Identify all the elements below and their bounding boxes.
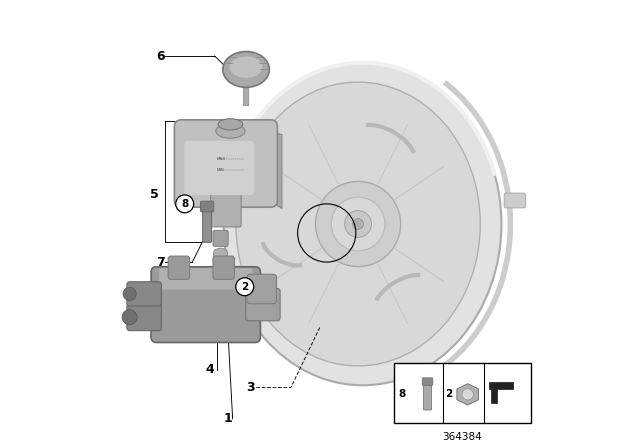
FancyBboxPatch shape <box>213 256 234 280</box>
FancyBboxPatch shape <box>214 253 227 266</box>
FancyBboxPatch shape <box>246 289 280 321</box>
Ellipse shape <box>216 124 245 138</box>
FancyBboxPatch shape <box>247 274 276 304</box>
Ellipse shape <box>236 82 480 366</box>
Ellipse shape <box>218 119 243 130</box>
FancyBboxPatch shape <box>243 87 249 106</box>
Bar <box>394 363 531 423</box>
Circle shape <box>316 181 401 267</box>
Polygon shape <box>457 383 479 405</box>
FancyBboxPatch shape <box>422 378 433 385</box>
Polygon shape <box>264 130 282 209</box>
Text: MAX: MAX <box>217 157 226 161</box>
Text: 1: 1 <box>224 412 232 426</box>
Text: 8: 8 <box>181 199 188 209</box>
Text: MIN: MIN <box>217 168 225 172</box>
Text: 7: 7 <box>157 255 165 269</box>
FancyBboxPatch shape <box>151 267 260 343</box>
FancyBboxPatch shape <box>213 230 228 246</box>
FancyBboxPatch shape <box>200 201 214 212</box>
Circle shape <box>176 195 194 213</box>
FancyBboxPatch shape <box>203 206 212 242</box>
Ellipse shape <box>230 56 262 78</box>
Text: 8: 8 <box>398 389 406 399</box>
Circle shape <box>462 389 474 400</box>
Polygon shape <box>488 382 513 403</box>
FancyBboxPatch shape <box>504 193 525 208</box>
Text: 6: 6 <box>157 49 165 63</box>
Ellipse shape <box>223 52 269 87</box>
Circle shape <box>236 278 253 296</box>
Text: 3: 3 <box>246 381 255 394</box>
FancyBboxPatch shape <box>127 282 161 306</box>
Text: 364384: 364384 <box>442 432 482 442</box>
FancyBboxPatch shape <box>174 120 278 207</box>
FancyBboxPatch shape <box>211 194 241 227</box>
FancyBboxPatch shape <box>168 256 189 280</box>
FancyBboxPatch shape <box>424 383 431 410</box>
FancyBboxPatch shape <box>184 141 254 195</box>
Circle shape <box>122 310 137 325</box>
Ellipse shape <box>224 63 502 385</box>
Circle shape <box>332 197 385 251</box>
FancyBboxPatch shape <box>195 195 230 207</box>
Text: 2: 2 <box>241 282 248 292</box>
FancyBboxPatch shape <box>127 304 161 331</box>
Circle shape <box>344 211 371 237</box>
Ellipse shape <box>213 248 228 258</box>
Circle shape <box>123 287 136 301</box>
Text: 2: 2 <box>445 389 452 399</box>
FancyBboxPatch shape <box>159 268 252 289</box>
Circle shape <box>353 219 364 229</box>
Text: 5: 5 <box>150 188 159 202</box>
Text: 4: 4 <box>206 363 214 376</box>
